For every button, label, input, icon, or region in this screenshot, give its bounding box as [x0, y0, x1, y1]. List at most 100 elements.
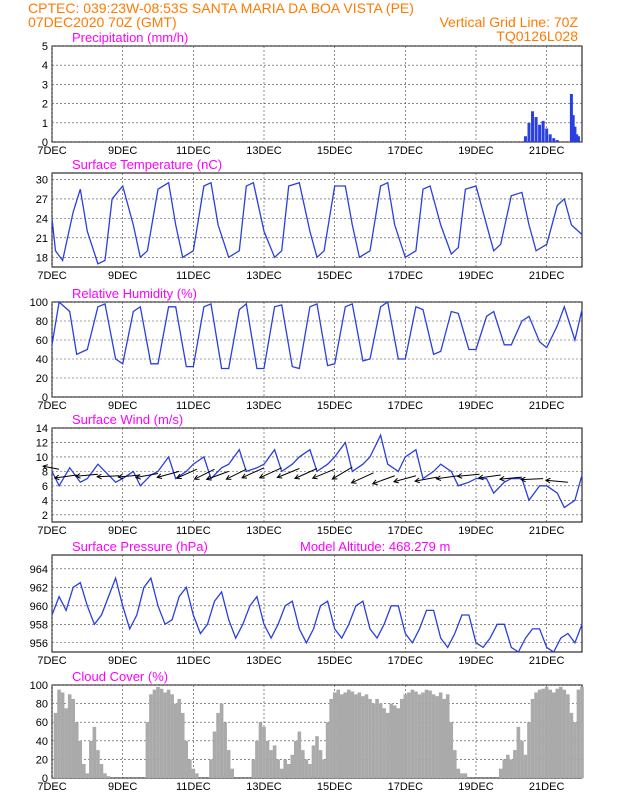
x-tick-label: 9DEC [108, 400, 137, 412]
cloud-bar [463, 773, 468, 778]
x-tick-label: 9DEC [108, 655, 137, 667]
cloud-bar [400, 698, 404, 778]
y-tick-label: 100 [30, 297, 48, 309]
wind-arrow-head [258, 473, 265, 479]
precip-bar [555, 140, 559, 142]
wind-arrow-head [544, 477, 551, 484]
cloud-bar [435, 696, 439, 778]
wind-arrow-head [205, 475, 212, 481]
cloud-bar [173, 703, 178, 778]
cloud-bar [96, 750, 100, 778]
y-tick-label: 21 [36, 233, 48, 245]
cloud-bar [559, 686, 563, 778]
cloud-bar [378, 703, 383, 778]
header-date: 07DEC2020 70Z (GMT) [28, 14, 177, 30]
series-line-temp [51, 181, 583, 265]
y-tick-label: 20 [36, 373, 48, 385]
wind-arrow [457, 473, 480, 477]
cloud-bar [318, 750, 323, 778]
x-tick-label: 21DEC [529, 781, 565, 793]
cloud-bar [396, 708, 401, 778]
cloud-bar [223, 722, 227, 778]
wind-arrow-head [350, 478, 357, 484]
panel-cloud: 0 20 40 60 80 100 7DEC 9DEC 11DEC 13DEC 15DEC 17DEC… [30, 669, 584, 793]
x-tick-label: 19DEC [458, 781, 494, 793]
cloud-bar [537, 689, 542, 778]
wind-arrow-head [225, 474, 232, 480]
wind-arrow-head [276, 473, 283, 479]
x-tick-label: 13DEC [246, 145, 282, 157]
cloud-bar [555, 688, 560, 778]
wind-arrow [118, 474, 141, 478]
wind-arrow [372, 475, 395, 485]
x-tick-label: 15DEC [317, 655, 353, 667]
x-tick-label: 7DEC [37, 145, 66, 157]
x-tick-label: 11DEC [176, 781, 211, 793]
cloud-bar [184, 740, 189, 778]
cloud-bar [78, 740, 83, 778]
y-tick-label: 958 [30, 619, 48, 631]
precip-bar [523, 136, 527, 142]
cloud-bar [166, 689, 171, 778]
wind-arrow-head [117, 473, 124, 480]
y-tick-label: 30 [36, 174, 48, 186]
panel-pres: 956 958 960 962 964 7DEC 9DEC 11DEC 13DEC 15DEC 17… [30, 539, 583, 667]
cloud-bar [343, 692, 348, 778]
wind-arrow [226, 468, 247, 480]
precip-bar [548, 134, 552, 142]
precip-bar [545, 128, 549, 142]
precip-bar [571, 115, 575, 142]
cloud-bar [509, 759, 514, 778]
x-tick-label: 11DEC [176, 655, 211, 667]
wind-arrow [393, 475, 417, 483]
cloud-bar [445, 694, 450, 778]
cloud-bar [163, 692, 167, 778]
y-tick-label: 18 [36, 252, 48, 264]
wind-arrow [312, 468, 335, 479]
cloud-bar [449, 722, 454, 778]
wind-arrow [135, 473, 159, 479]
x-tick-label: 7DEC [37, 655, 66, 667]
precip-bar [573, 126, 577, 142]
y-tick-label: 100 [30, 680, 48, 692]
panel-title: Surface Temperature (nC) [72, 157, 222, 172]
cloud-bar [251, 759, 256, 778]
panel-temp: 18 21 24 27 30 7DEC 9DEC 11DEC 13DEC 15DEC 17DEC 19… [36, 157, 583, 282]
wind-arrow [97, 475, 120, 478]
wind-arrow [259, 467, 282, 479]
x-tick-label: 13DEC [246, 525, 282, 537]
y-tick-label: 2 [42, 510, 48, 522]
cloud-bar [354, 694, 358, 778]
cloud-bar [191, 768, 196, 778]
cloud-bar [329, 698, 333, 778]
panel-title: Surface Wind (m/s) [72, 412, 183, 427]
cloud-bar [57, 689, 61, 778]
x-tick-label: 21DEC [529, 400, 565, 412]
precip-bar [541, 120, 545, 142]
series-line-wind [51, 433, 583, 509]
wind-arrow-head [456, 473, 463, 479]
x-tick-label: 17DEC [388, 270, 424, 282]
x-tick-label: 15DEC [317, 270, 353, 282]
cloud-bar [573, 722, 577, 778]
x-tick-label: 15DEC [317, 145, 353, 157]
x-tick-label: 19DEC [458, 655, 494, 667]
cloud-bar [177, 698, 181, 778]
x-tick-label: 13DEC [246, 655, 282, 667]
wind-arrow-head [53, 474, 60, 481]
y-tick-label: 964 [30, 564, 48, 576]
wind-arrow [54, 474, 77, 479]
cloud-bar [332, 692, 337, 778]
x-tick-label: 9DEC [108, 270, 137, 282]
cloud-bar [364, 694, 369, 778]
cloud-bar [64, 708, 68, 778]
y-tick-label: 0 [42, 392, 48, 404]
cloud-bar [195, 773, 199, 778]
cloud-bar [407, 692, 411, 778]
cloud-bar [170, 694, 174, 778]
cloud-bar [368, 698, 372, 778]
wind-arrow [206, 470, 229, 480]
x-tick-label: 17DEC [388, 145, 424, 157]
y-tick-label: 40 [36, 354, 48, 366]
